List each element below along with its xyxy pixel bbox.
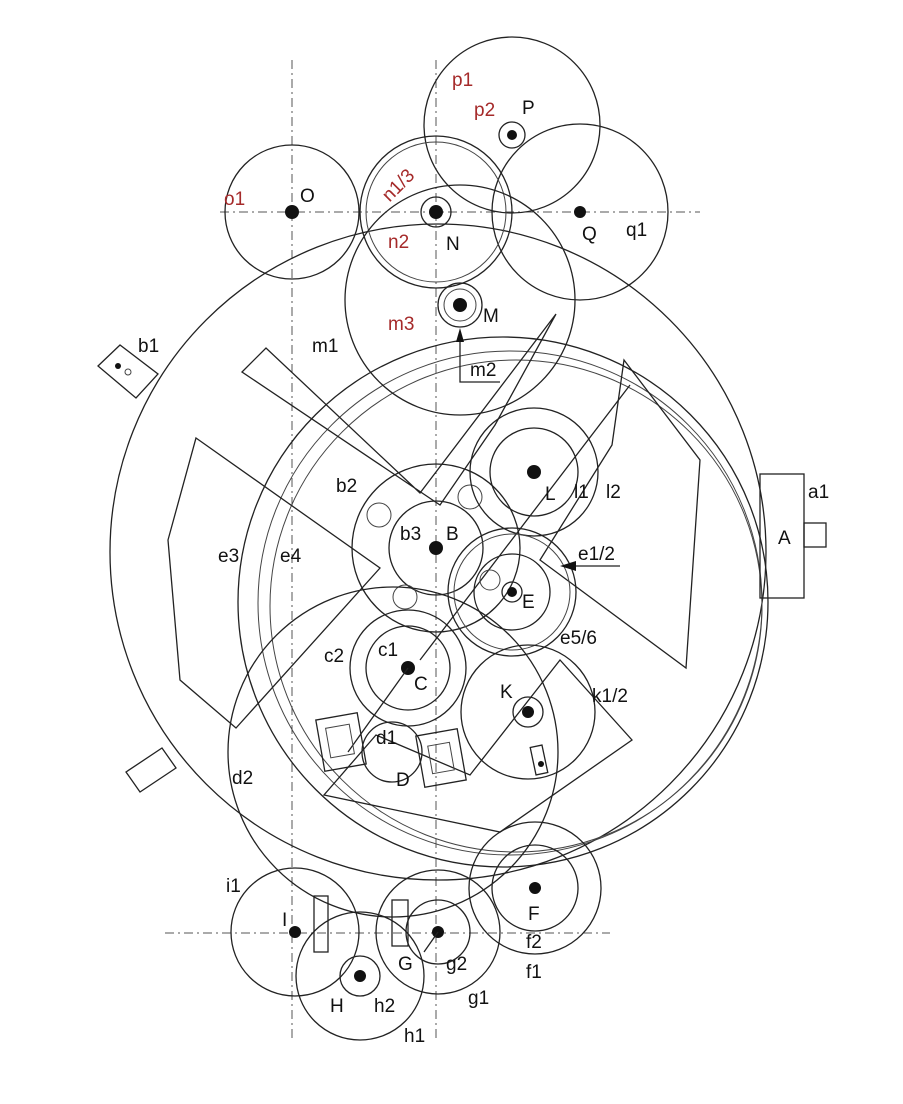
gear-I [230, 867, 360, 997]
gear-M [344, 184, 576, 416]
label-d1: d1 [376, 728, 397, 749]
label-e56: e5/6 [560, 628, 597, 649]
label-l1: l1 [574, 482, 589, 503]
gear-L [419, 384, 631, 661]
gear-F [468, 821, 602, 955]
label-e4: e4 [280, 546, 302, 567]
frame-tab-b1 [97, 344, 159, 399]
label-o1: o1 [224, 189, 245, 210]
label-k12: k1/2 [592, 686, 628, 707]
label-h1: h1 [404, 1026, 425, 1047]
label-P: P [522, 98, 535, 119]
label-q1: q1 [626, 220, 647, 241]
gear-E [447, 527, 620, 657]
gear-O [224, 144, 360, 280]
gear-K [460, 644, 596, 780]
label-h2: h2 [374, 996, 395, 1017]
gear-Q [491, 123, 669, 301]
label-H: H [330, 996, 344, 1017]
label-C: C [414, 674, 428, 695]
gear-P [423, 36, 601, 214]
label-G: G [398, 954, 413, 975]
label-i1: i1 [226, 876, 241, 897]
label-l2: l2 [606, 482, 621, 503]
gear-H [295, 911, 425, 1041]
label-p1: p1 [452, 70, 473, 91]
frame-tab-lower-left [125, 747, 177, 793]
gear-D [315, 711, 467, 789]
label-b3: b3 [400, 524, 421, 545]
label-d2: d2 [232, 768, 253, 789]
gear-G [375, 869, 501, 995]
label-n2: n2 [388, 232, 409, 253]
label-p2: p2 [474, 100, 495, 121]
label-e12: e1/2 [578, 544, 615, 565]
label-A: A [778, 528, 791, 549]
label-D: D [396, 770, 410, 791]
label-m3: m3 [388, 314, 414, 335]
label-e3: e3 [218, 546, 239, 567]
label-b2: b2 [336, 476, 357, 497]
label-Q: Q [582, 224, 597, 245]
label-f1: f1 [526, 962, 542, 983]
gear-N [359, 135, 513, 289]
label-I: I [282, 910, 287, 931]
label-K: K [500, 682, 513, 703]
label-N: N [446, 234, 460, 255]
gear-labels: p1 p2 P o1 O n1/3 n2 N Q q1 m3 M m1 m2 b… [138, 70, 829, 1047]
label-m2: m2 [470, 360, 496, 381]
label-n13: n1/3 [378, 165, 419, 206]
label-g2: g2 [446, 954, 467, 975]
label-B: B [446, 524, 459, 545]
label-M: M [483, 306, 499, 327]
main-frame [97, 223, 827, 881]
label-m1: m1 [312, 336, 338, 357]
label-g1: g1 [468, 988, 489, 1009]
label-L: L [545, 484, 556, 505]
label-b1: b1 [138, 336, 159, 357]
label-f2: f2 [526, 932, 542, 953]
frame-tab-A [803, 522, 827, 548]
label-a1: a1 [808, 482, 829, 503]
label-c1: c1 [378, 640, 398, 661]
frame-spokes [167, 313, 701, 833]
gear-d2 [227, 586, 559, 918]
gear-B [351, 463, 521, 633]
label-O: O [300, 186, 315, 207]
label-c2: c2 [324, 646, 344, 667]
label-E: E [522, 592, 535, 613]
label-F: F [528, 904, 540, 925]
